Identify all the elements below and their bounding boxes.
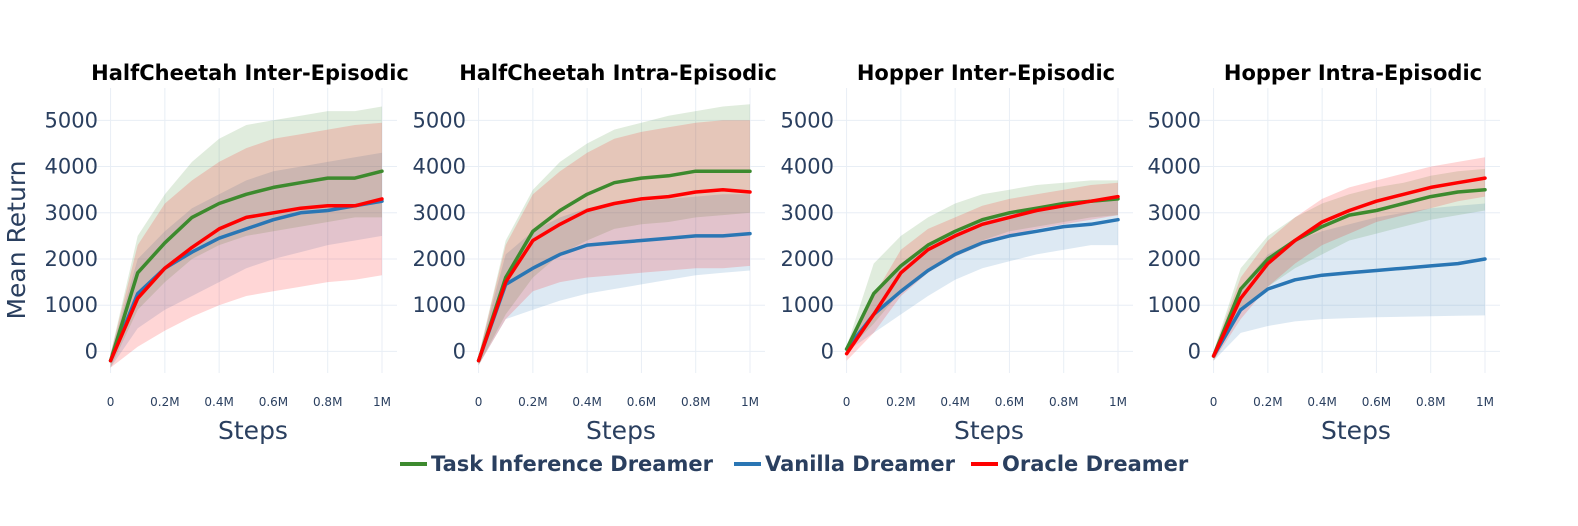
- x-tick-label: 0.4M: [1307, 395, 1336, 409]
- line-task: [108, 169, 384, 363]
- line-oracle: [108, 197, 384, 363]
- x-tick-label: 1M: [741, 395, 759, 409]
- y-tick-label: 0: [821, 339, 834, 363]
- band-task: [478, 104, 750, 366]
- y-tick-label: 2000: [45, 247, 98, 271]
- y-tick-label: 5000: [45, 108, 98, 132]
- x-tick-label: 1M: [1476, 395, 1494, 409]
- panel-2: HalfCheetah Intra-Episodic 0 1000 2000 3000 4…: [413, 61, 777, 445]
- x-tick-label: 0.2M: [518, 395, 547, 409]
- x-tick-label: 0.2M: [1253, 395, 1282, 409]
- panel-title: Hopper Intra-Episodic: [1224, 61, 1482, 85]
- x-tick-label: 0: [475, 395, 483, 409]
- line-oracle: [844, 194, 1120, 356]
- y-tick-label: 0: [453, 339, 466, 363]
- band-vanilla: [1213, 203, 1485, 361]
- x-tick-label: 0.4M: [940, 395, 969, 409]
- x-tick-label: 0.8M: [1416, 395, 1445, 409]
- y-tick-label: 4000: [413, 155, 466, 179]
- band-task: [110, 106, 382, 368]
- panel-title: HalfCheetah Inter-Episodic: [91, 61, 409, 85]
- x-tick-label: 0.6M: [1362, 395, 1391, 409]
- panel-title: HalfCheetah Intra-Episodic: [459, 61, 777, 85]
- x-axis-label: Steps: [1321, 416, 1391, 445]
- x-tick-label: 0: [107, 395, 115, 409]
- y-tick-label: 0: [85, 339, 98, 363]
- y-tick-label: 1000: [1148, 293, 1201, 317]
- line-task: [476, 169, 752, 363]
- legend-label: Oracle Dreamer: [1002, 452, 1189, 476]
- x-tick-label: 0: [843, 395, 851, 409]
- y-axis-label: Mean Return: [2, 160, 31, 319]
- x-tick-label: 0.6M: [627, 395, 656, 409]
- x-tick-label: 0.6M: [995, 395, 1024, 409]
- y-tick-label: 1000: [781, 293, 834, 317]
- y-tick-label: 5000: [413, 108, 466, 132]
- line-vanilla: [1211, 257, 1487, 358]
- y-tick-label: 3000: [1148, 201, 1201, 225]
- band-task: [846, 180, 1118, 352]
- x-tick-label: 0.2M: [150, 395, 179, 409]
- band-oracle: [1213, 157, 1485, 361]
- x-tick-label: 0: [1210, 395, 1218, 409]
- y-tick-label: 4000: [45, 155, 98, 179]
- y-tick-label: 5000: [781, 108, 834, 132]
- panel-title: Hopper Inter-Episodic: [857, 61, 1115, 85]
- legend-item-oracle: Oracle Dreamer: [971, 452, 1189, 476]
- y-tick-label: 4000: [1148, 155, 1201, 179]
- legend-label: Task Inference Dreamer: [431, 452, 714, 476]
- x-tick-label: 1M: [373, 395, 391, 409]
- legend-item-task: Task Inference Dreamer: [400, 452, 714, 476]
- band-oracle: [110, 122, 382, 368]
- x-axis-label: Steps: [954, 416, 1024, 445]
- legend-label: Vanilla Dreamer: [765, 452, 956, 476]
- y-tick-label: 3000: [45, 201, 98, 225]
- x-tick-label: 1M: [1109, 395, 1127, 409]
- y-tick-label: 5000: [1148, 108, 1201, 132]
- legend: Task Inference Dreamer Vanilla Dreamer Ora…: [400, 452, 1189, 476]
- line-oracle: [1211, 176, 1487, 358]
- x-tick-label: 0.6M: [259, 395, 288, 409]
- x-tick-label: 0.4M: [204, 395, 233, 409]
- line-vanilla: [844, 217, 1120, 351]
- x-tick-label: 0.2M: [886, 395, 915, 409]
- band-task: [1213, 168, 1485, 361]
- y-tick-label: 0: [1188, 339, 1201, 363]
- y-tick-label: 4000: [781, 155, 834, 179]
- x-tick-label: 0.8M: [681, 395, 710, 409]
- y-tick-label: 2000: [413, 247, 466, 271]
- x-axis-label: Steps: [586, 416, 656, 445]
- panel-3: Hopper Inter-Episodic 0 1000 2000 3000 4000 50…: [781, 61, 1133, 445]
- legend-item-vanilla: Vanilla Dreamer: [734, 452, 956, 476]
- y-tick-label: 1000: [413, 293, 466, 317]
- x-tick-label: 0.8M: [1049, 395, 1078, 409]
- y-tick-label: 2000: [1148, 247, 1201, 271]
- y-tick-label: 3000: [781, 201, 834, 225]
- x-tick-label: 0.4M: [572, 395, 601, 409]
- line-vanilla: [476, 231, 752, 363]
- y-tick-label: 2000: [781, 247, 834, 271]
- line-task: [1211, 187, 1487, 358]
- x-tick-label: 0.8M: [313, 395, 342, 409]
- panel-4: Hopper Intra-Episodic 0 1000 2000 3000 4000 50…: [1148, 61, 1500, 445]
- x-axis-label: Steps: [218, 416, 288, 445]
- y-tick-label: 1000: [45, 293, 98, 317]
- panel-1: HalfCheetah Inter-Episodic 0 1000 2000 3000 4…: [45, 61, 409, 445]
- band-vanilla: [846, 198, 1118, 352]
- line-oracle: [476, 187, 752, 363]
- y-tick-label: 3000: [413, 201, 466, 225]
